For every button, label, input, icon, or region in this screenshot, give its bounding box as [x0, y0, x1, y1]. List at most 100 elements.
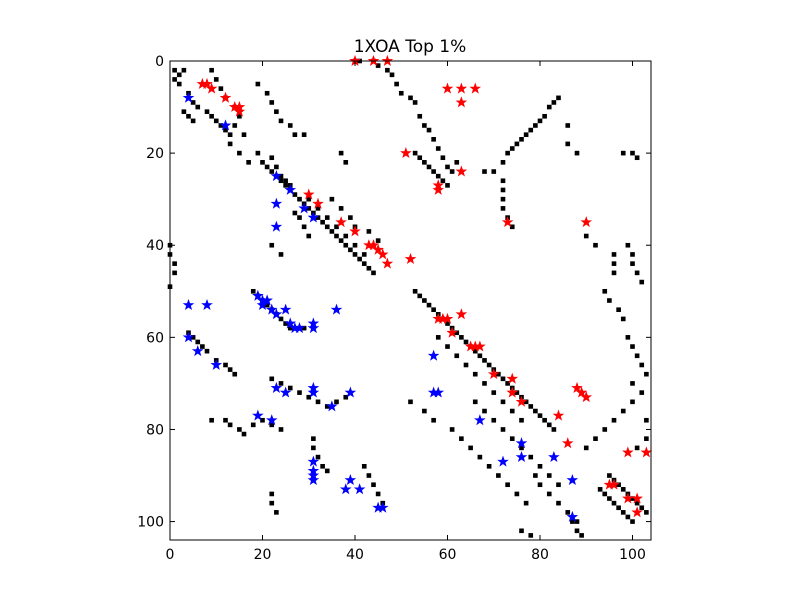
contact-cell: [630, 344, 635, 349]
star-marker: [376, 248, 389, 260]
contact-cell: [237, 427, 242, 432]
contact-cell: [477, 353, 483, 359]
star-marker: [441, 312, 454, 324]
contact-cell: [611, 252, 617, 257]
contact-cell: [435, 335, 441, 340]
star-marker: [455, 165, 468, 177]
contact-cell: [611, 500, 617, 506]
contact-cell: [264, 302, 270, 308]
star-marker: [353, 483, 366, 495]
contact-cell: [306, 196, 312, 202]
contact-cell: [315, 206, 321, 211]
contact-cell: [227, 132, 233, 137]
contact-cell: [482, 169, 487, 174]
contact-cell: [375, 238, 381, 243]
star-marker: [487, 368, 500, 380]
contact-cell: [227, 367, 233, 372]
star-marker: [279, 303, 292, 315]
contact-cell: [301, 224, 307, 230]
star-marker: [191, 345, 204, 357]
contact-cell: [491, 417, 497, 423]
contact-cell: [209, 113, 214, 119]
contact-cell: [241, 132, 247, 137]
contact-cell: [625, 335, 631, 340]
contact-cell: [181, 67, 187, 73]
star-marker: [270, 197, 283, 209]
contact-cell: [195, 104, 201, 110]
star-marker: [344, 386, 357, 398]
contact-cell: [583, 445, 589, 451]
contact-cell: [324, 224, 330, 230]
contact-cell: [500, 187, 506, 193]
contact-cell: [579, 533, 584, 538]
contact-cell: [176, 72, 182, 78]
star-marker: [497, 455, 509, 467]
contact-cell: [505, 381, 510, 386]
contact-cell: [250, 288, 256, 294]
star-marker: [270, 381, 283, 393]
contact-cell: [301, 132, 307, 137]
contact-cell: [348, 215, 353, 220]
contact-cell: [223, 127, 228, 133]
contact-cell: [514, 491, 520, 497]
contact-cell: [324, 215, 330, 220]
contact-cell: [417, 155, 423, 161]
contact-cell: [639, 505, 645, 511]
contact-cell: [292, 132, 298, 137]
contact-cell: [278, 381, 284, 386]
contact-cell: [278, 178, 284, 184]
contact-cell: [500, 196, 506, 202]
contact-cell: [343, 233, 349, 239]
contact-cell: [630, 150, 635, 156]
contact-cell: [472, 348, 478, 354]
contact-cell: [565, 123, 571, 128]
contact-cell: [496, 371, 501, 377]
contact-cell: [630, 399, 635, 405]
contact-cell: [227, 422, 233, 428]
contact-cell: [343, 394, 349, 400]
y-tick-label: 80: [146, 422, 164, 438]
star-marker: [330, 303, 343, 315]
star-marker: [279, 386, 292, 398]
contact-cell: [509, 146, 515, 151]
star-marker: [506, 386, 519, 398]
contact-cell: [297, 390, 302, 395]
contact-cell: [639, 279, 645, 285]
star-marker: [298, 202, 310, 214]
contact-cell: [463, 339, 469, 345]
contact-cell: [445, 321, 450, 326]
contact-cell: [366, 265, 372, 271]
star-marker: [219, 119, 232, 131]
contact-cell: [528, 127, 534, 133]
contact-cell: [274, 164, 279, 170]
contact-cell: [278, 316, 284, 322]
star-marker: [182, 331, 195, 343]
star-marker: [349, 225, 361, 237]
star-marker: [307, 211, 320, 223]
contact-cell: [546, 473, 552, 478]
contact-cell: [523, 500, 529, 506]
star-marker: [252, 289, 264, 301]
contact-cell: [361, 261, 367, 266]
star-marker: [515, 450, 528, 463]
contact-cell: [389, 72, 395, 78]
contact-cell: [232, 371, 238, 377]
contact-cell: [412, 100, 418, 105]
contact-cell: [519, 417, 524, 423]
contact-cell: [278, 118, 284, 124]
star-marker: [432, 386, 445, 398]
contact-cell: [486, 362, 492, 368]
contact-cell: [361, 252, 367, 257]
contact-cell: [644, 371, 649, 377]
contact-cell: [482, 381, 487, 386]
contact-cell: [519, 528, 524, 534]
contact-cell: [352, 242, 358, 248]
contact-cell: [445, 344, 450, 349]
plot-frame: [169, 60, 652, 541]
contact-cell: [500, 206, 506, 211]
contact-cell: [537, 413, 543, 418]
contact-cell: [172, 77, 177, 82]
contact-cell: [412, 288, 418, 294]
contact-cell: [269, 100, 275, 105]
